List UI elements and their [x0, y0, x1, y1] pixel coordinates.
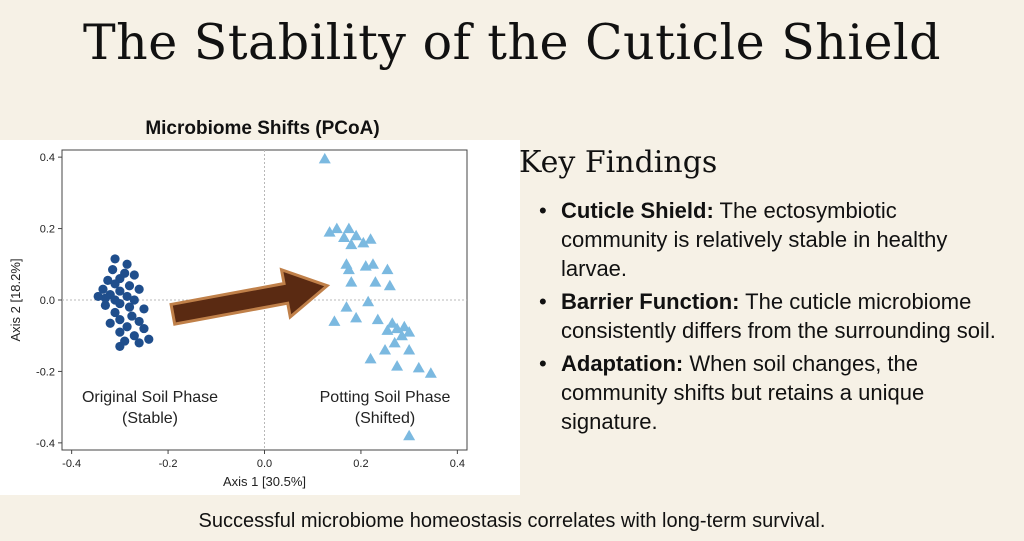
bullet-icon: •	[539, 198, 547, 223]
triangle-point	[383, 279, 396, 291]
findings-list: • Cuticle Shield: The ectosymbiotic comm…	[537, 196, 1007, 440]
y-axis-label: Axis 2 [18.2%]	[8, 258, 23, 341]
phase-annotation-line1: Original Soil Phase	[82, 389, 218, 406]
finding-item: • Adaptation: When soil changes, the com…	[537, 349, 1007, 436]
circle-point	[144, 334, 154, 344]
finding-text: The cuticle microbiome consistently diff…	[561, 289, 996, 343]
x-tick-label: -0.4	[62, 458, 81, 470]
finding-item: • Barrier Function: The cuticle microbio…	[537, 287, 1007, 345]
shift-arrow	[169, 267, 331, 326]
chart-background	[0, 140, 520, 495]
x-tick-label: 0.2	[353, 458, 368, 470]
circle-point	[124, 281, 135, 291]
triangle-point	[350, 311, 363, 323]
finding-term: Adaptation:	[561, 351, 684, 376]
triangle-point	[395, 329, 408, 341]
triangle-point	[328, 315, 341, 326]
x-axis-label: Axis 1 [30.5%]	[223, 474, 306, 489]
y-tick-label: -0.2	[36, 366, 55, 378]
triangle-point	[371, 313, 384, 325]
finding-term: Barrier Function:	[561, 289, 740, 314]
circle-point	[115, 298, 125, 309]
circle-point	[127, 311, 137, 321]
phase-annotation-line1: Potting Soil Phase	[320, 389, 451, 406]
circle-point	[129, 331, 139, 341]
triangle-point	[345, 276, 358, 287]
triangle-point	[345, 238, 358, 250]
circle-point	[98, 284, 108, 294]
y-tick-label: 0.0	[40, 295, 55, 307]
circle-point	[134, 316, 144, 327]
phase-annotation-line2: (Stable)	[122, 410, 178, 427]
finding-text: When soil changes, the community shifts …	[561, 351, 925, 434]
circle-point	[115, 341, 125, 352]
circle-point	[122, 259, 132, 269]
triangle-point	[391, 360, 404, 371]
triangle-point	[381, 324, 394, 335]
triangle-point	[323, 226, 336, 237]
x-tick-label: -0.2	[159, 458, 178, 470]
triangle-point	[357, 236, 370, 248]
pcoa-scatter-chart: -0.4 -0.2 0.0 0.2 0.4 0.4 0.2 0.0 -0.2 -0.4 Origi…	[0, 140, 520, 495]
circle-point	[93, 291, 103, 302]
circle-point	[139, 304, 149, 314]
triangle-point	[364, 233, 377, 244]
triangle-point	[381, 263, 394, 275]
triangle-point	[386, 317, 399, 328]
circle-point	[134, 284, 144, 294]
triangle-point	[412, 361, 425, 373]
triangle-point	[318, 152, 331, 164]
y-tick-label: 0.2	[40, 224, 55, 236]
findings-heading: Key Findings	[519, 145, 718, 180]
triangle-point	[403, 344, 416, 355]
triangle-point	[362, 295, 375, 307]
triangle-point	[403, 326, 416, 337]
circle-point	[103, 275, 113, 285]
circle-point	[115, 327, 125, 337]
triangle-point	[340, 301, 353, 312]
circle-point	[129, 270, 139, 280]
circle-point	[110, 254, 120, 264]
x-tick-label: 0.0	[257, 458, 272, 470]
triangle-point	[330, 222, 343, 234]
circle-point	[122, 291, 132, 302]
triangle-point	[369, 276, 382, 287]
finding-text: The ectosymbiotic community is relativel…	[561, 198, 948, 281]
circle-point	[100, 293, 110, 303]
circle-point	[122, 322, 132, 332]
y-tick-label: -0.4	[36, 438, 55, 450]
page-title: The Stability of the Cuticle Shield	[82, 14, 942, 71]
circle-point	[124, 302, 135, 312]
circle-point	[134, 338, 144, 348]
triangle-point	[424, 367, 437, 378]
triangle-point	[342, 263, 355, 275]
triangle-point	[342, 222, 355, 234]
chart-title: Microbiome Shifts (PCoA)	[145, 118, 380, 139]
finding-term: Cuticle Shield:	[561, 198, 714, 223]
triangle-point	[388, 336, 401, 348]
x-tick-label: 0.4	[450, 458, 465, 470]
circle-point	[110, 279, 120, 289]
footer-caption: Successful microbiome homeostasis correl…	[198, 510, 826, 532]
circle-point	[105, 318, 115, 328]
triangle-point	[338, 231, 351, 242]
bullet-icon: •	[539, 351, 547, 376]
phase-annotation-line2: (Shifted)	[355, 410, 415, 427]
triangle-point	[366, 258, 379, 269]
circle-point	[115, 286, 125, 296]
circle-point	[139, 323, 149, 334]
circle-point	[100, 300, 110, 310]
circle-point	[108, 265, 118, 275]
bullet-icon: •	[539, 289, 547, 314]
circle-point	[129, 295, 139, 305]
circle-point	[110, 307, 120, 318]
y-tick-label: 0.4	[40, 152, 55, 164]
triangle-point	[403, 429, 416, 441]
triangle-point	[379, 344, 392, 355]
finding-item: • Cuticle Shield: The ectosymbiotic comm…	[537, 196, 1007, 283]
triangle-point	[364, 352, 377, 364]
circle-point	[115, 315, 125, 325]
triangle-point	[350, 229, 363, 241]
triangle-point	[398, 320, 411, 332]
